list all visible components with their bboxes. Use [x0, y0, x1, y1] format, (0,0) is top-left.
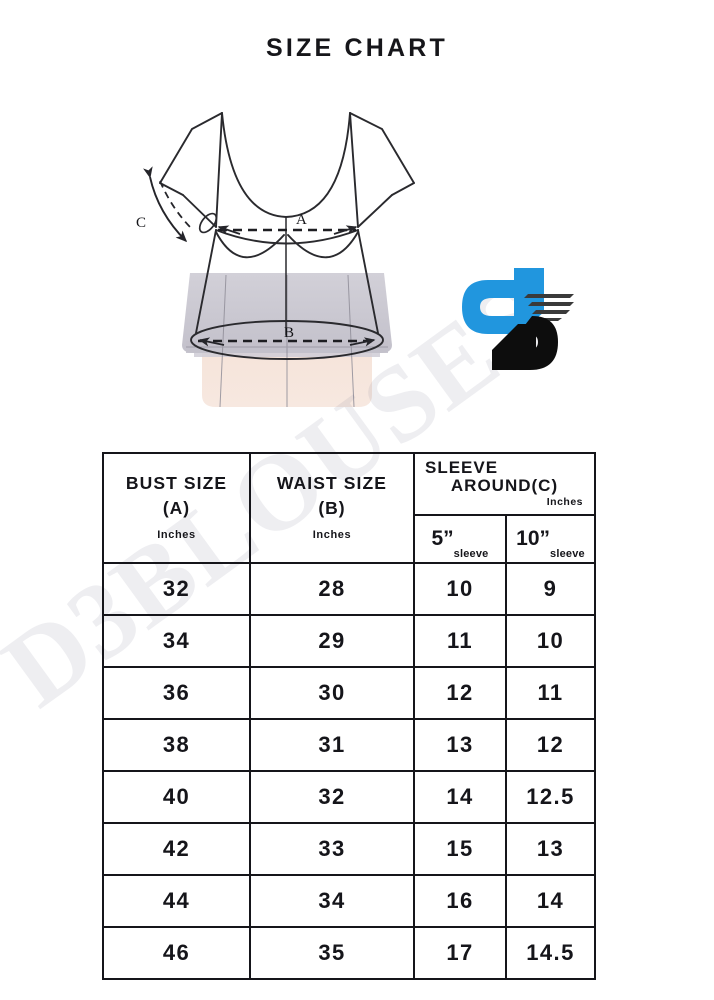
cell-sleeve5: 13: [413, 718, 507, 772]
cell-waist: 28: [249, 562, 415, 616]
cell-sleeve10: 12: [505, 718, 596, 772]
header-bust-code: (A): [162, 497, 191, 518]
table-body: 32 28 10 9 34 29 11 10 36 30 12 11 38 31…: [102, 562, 596, 980]
cell-sleeve5: 17: [413, 926, 507, 980]
cell-bust: 42: [102, 822, 251, 876]
header-waist-unit: Inches: [312, 529, 352, 542]
header-sleeve-unit: Inches: [546, 496, 583, 509]
cell-sleeve5: 14: [413, 770, 507, 824]
sleeve-measure-arrow: [143, 166, 188, 243]
label-bust-a: A: [296, 212, 307, 228]
logo-blue-arc: [462, 280, 520, 334]
logo-black-arc: [492, 316, 558, 370]
cell-waist: 35: [249, 926, 415, 980]
header-sleeve-line2: AROUND(C): [419, 477, 590, 494]
cell-sleeve10: 9: [505, 562, 596, 616]
size-chart-table-wrapper: BUST SIZE (A) Inches WAIST SIZE (B) Inch…: [102, 452, 596, 980]
cell-sleeve5: 11: [413, 614, 507, 668]
cell-waist: 29: [249, 614, 415, 668]
table-header-row: BUST SIZE (A) Inches WAIST SIZE (B) Inch…: [102, 452, 596, 564]
table-row: 34 29 11 10: [102, 614, 596, 668]
table-row: 32 28 10 9: [102, 562, 596, 616]
header-sleeve-10in: 10” sleeve: [507, 516, 594, 562]
cell-sleeve10: 13: [505, 822, 596, 876]
d3-blouses-logo: [458, 262, 582, 380]
header-sleeve-around-word: AROUND: [450, 476, 532, 495]
header-sleeve-5in: 5” sleeve: [415, 516, 507, 562]
cell-sleeve5: 16: [413, 874, 507, 928]
cell-bust: 46: [102, 926, 251, 980]
header-sleeve-line1: SLEEVE: [425, 457, 499, 477]
cell-waist: 30: [249, 666, 415, 720]
cell-waist: 34: [249, 874, 415, 928]
header-sleeve-5in-num: 5”: [431, 527, 454, 550]
header-bust-title: BUST SIZE: [125, 473, 228, 494]
cell-bust: 36: [102, 666, 251, 720]
header-sleeve-10in-num: 10”: [516, 527, 550, 550]
cell-bust: 44: [102, 874, 251, 928]
table-row: 42 33 15 13: [102, 822, 596, 876]
header-sleeve-10in-word: sleeve: [550, 548, 585, 560]
cell-waist: 32: [249, 770, 415, 824]
header-waist-code: (B): [318, 497, 346, 518]
cell-sleeve10: 11: [505, 666, 596, 720]
page-title: SIZE CHART: [266, 34, 448, 62]
logo-speed-lines: [524, 294, 574, 321]
cell-sleeve10: 14.5: [505, 926, 596, 980]
table-row: 44 34 16 14: [102, 874, 596, 928]
cell-waist: 31: [249, 718, 415, 772]
cell-bust: 38: [102, 718, 251, 772]
cell-sleeve10: 14: [505, 874, 596, 928]
table-row: 36 30 12 11: [102, 666, 596, 720]
label-sleeve-c: C: [136, 215, 146, 231]
header-bust-size: BUST SIZE (A) Inches: [102, 452, 251, 564]
blouse-measurement-diagram: A B C: [120, 95, 520, 415]
cell-sleeve10: 12.5: [505, 770, 596, 824]
cell-bust: 32: [102, 562, 251, 616]
header-sleeve-around: SLEEVE AROUND(C) Inches 5” sleeve: [413, 452, 596, 564]
header-waist-title: WAIST SIZE: [276, 473, 388, 494]
header-sleeve-5in-word: sleeve: [453, 548, 489, 560]
table-row: 40 32 14 12.5: [102, 770, 596, 824]
cell-sleeve5: 10: [413, 562, 507, 616]
header-waist-size: WAIST SIZE (B) Inches: [249, 452, 415, 564]
label-waist-b: B: [284, 325, 294, 341]
cell-waist: 33: [249, 822, 415, 876]
size-chart-table: BUST SIZE (A) Inches WAIST SIZE (B) Inch…: [102, 452, 596, 980]
header-bust-unit: Inches: [157, 529, 196, 542]
table-row: 38 31 13 12: [102, 718, 596, 772]
cell-bust: 34: [102, 614, 251, 668]
cell-sleeve10: 10: [505, 614, 596, 668]
cell-bust: 40: [102, 770, 251, 824]
header-sleeve-code: (C): [531, 476, 559, 495]
table-row: 46 35 17 14.5: [102, 926, 596, 980]
cell-sleeve5: 12: [413, 666, 507, 720]
sleeve-measure-dashed: [159, 180, 193, 230]
header-sleeve-title-block: SLEEVE AROUND(C) Inches: [415, 454, 594, 516]
cell-sleeve5: 15: [413, 822, 507, 876]
